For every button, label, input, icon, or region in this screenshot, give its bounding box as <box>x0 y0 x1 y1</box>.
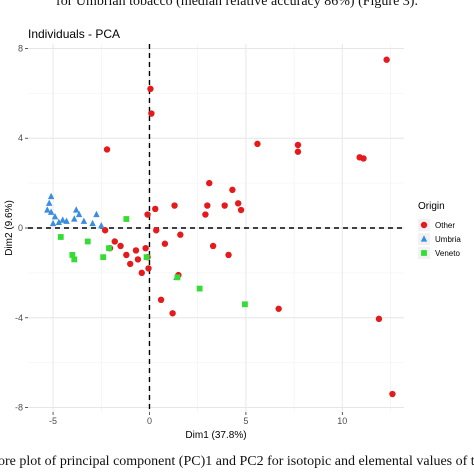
point-other <box>169 310 176 317</box>
point-other <box>254 140 261 148</box>
legend-label-other: Other <box>435 221 455 230</box>
point-umbria <box>46 199 53 206</box>
point-other <box>229 186 236 194</box>
point-veneto <box>106 245 112 252</box>
point-veneto <box>57 234 64 240</box>
point-other <box>375 315 383 323</box>
x-tick-label: 10 <box>337 416 347 426</box>
point-umbria <box>73 206 80 213</box>
legend-symbol-other <box>420 221 428 229</box>
point-veneto <box>143 254 150 261</box>
point-other <box>356 154 363 161</box>
point-umbria <box>98 221 105 229</box>
point-other <box>148 110 155 117</box>
point-other <box>145 265 152 272</box>
point-umbria <box>80 217 88 224</box>
point-other <box>209 242 217 250</box>
point-other <box>275 305 282 312</box>
legend-symbol-veneto <box>421 250 427 256</box>
y-tick-label: -4 <box>15 313 23 323</box>
point-umbria <box>93 210 100 218</box>
y-tick-label: 0 <box>18 223 23 233</box>
point-umbria <box>51 212 59 220</box>
point-umbria <box>89 219 96 227</box>
point-other <box>225 251 232 259</box>
legend-symbol-umbria <box>420 235 428 242</box>
point-other <box>138 269 145 277</box>
x-axis-title: Dim1 (37.8%) <box>185 430 246 441</box>
point-veneto <box>123 216 130 222</box>
point-umbria <box>49 219 57 227</box>
point-other <box>142 244 149 252</box>
point-umbria <box>44 206 51 213</box>
point-other <box>237 206 245 214</box>
point-veneto <box>242 301 248 308</box>
caption-bottom: ore plot of principal component (PC)1 an… <box>0 454 474 469</box>
caption-top: for Umbrian tobacco (median relative acc… <box>56 0 418 9</box>
point-veneto <box>71 256 78 263</box>
x-tick-label: 5 <box>243 416 248 426</box>
point-veneto <box>69 252 76 258</box>
point-other <box>204 202 211 209</box>
point-veneto <box>196 285 203 292</box>
y-axis-title: Dim2 (9.6%) <box>4 200 15 256</box>
point-other <box>111 238 118 245</box>
point-umbria <box>63 217 70 224</box>
y-tick-label: -8 <box>15 403 23 413</box>
point-other <box>117 242 124 250</box>
point-umbria <box>75 210 83 218</box>
point-umbria <box>55 218 63 225</box>
legend: Origin Other Umbria Veneto <box>418 201 461 259</box>
point-other <box>234 200 242 207</box>
point-other <box>134 256 142 263</box>
point-veneto <box>100 254 107 261</box>
legend-label-veneto: Veneto <box>435 249 460 258</box>
point-veneto <box>174 274 181 281</box>
point-umbria <box>71 215 78 222</box>
point-other <box>221 202 228 209</box>
x-tick-label: 0 <box>147 416 152 426</box>
x-tick-label: -5 <box>49 416 57 426</box>
point-other <box>123 251 130 259</box>
point-other <box>294 148 302 155</box>
reference-lines <box>28 44 404 412</box>
point-other <box>383 56 390 63</box>
point-other <box>152 205 159 213</box>
y-tick-label: 8 <box>18 43 23 53</box>
point-other <box>206 179 213 187</box>
point-other <box>202 211 209 218</box>
point-other <box>389 390 396 398</box>
point-other <box>153 227 160 234</box>
point-other <box>126 260 134 268</box>
point-other <box>132 247 140 254</box>
point-other <box>103 146 111 153</box>
axis-ticks: -5 0 5 10 -8 -4 0 4 8 <box>15 43 347 426</box>
legend-title: Origin <box>418 201 445 212</box>
point-other <box>177 231 184 238</box>
point-other <box>147 85 154 93</box>
data-points <box>44 56 396 398</box>
y-tick-label: 4 <box>18 133 23 143</box>
point-other <box>161 240 169 247</box>
point-other <box>144 211 151 218</box>
point-veneto <box>84 238 91 245</box>
point-other <box>171 202 178 209</box>
chart-title: Individuals - PCA <box>28 27 120 41</box>
legend-label-umbria: Umbria <box>435 235 461 244</box>
point-umbria <box>47 208 55 215</box>
point-other <box>101 227 109 234</box>
point-umbria <box>47 192 55 200</box>
point-other <box>294 141 302 149</box>
point-other <box>157 296 165 304</box>
point-umbria <box>59 216 66 223</box>
